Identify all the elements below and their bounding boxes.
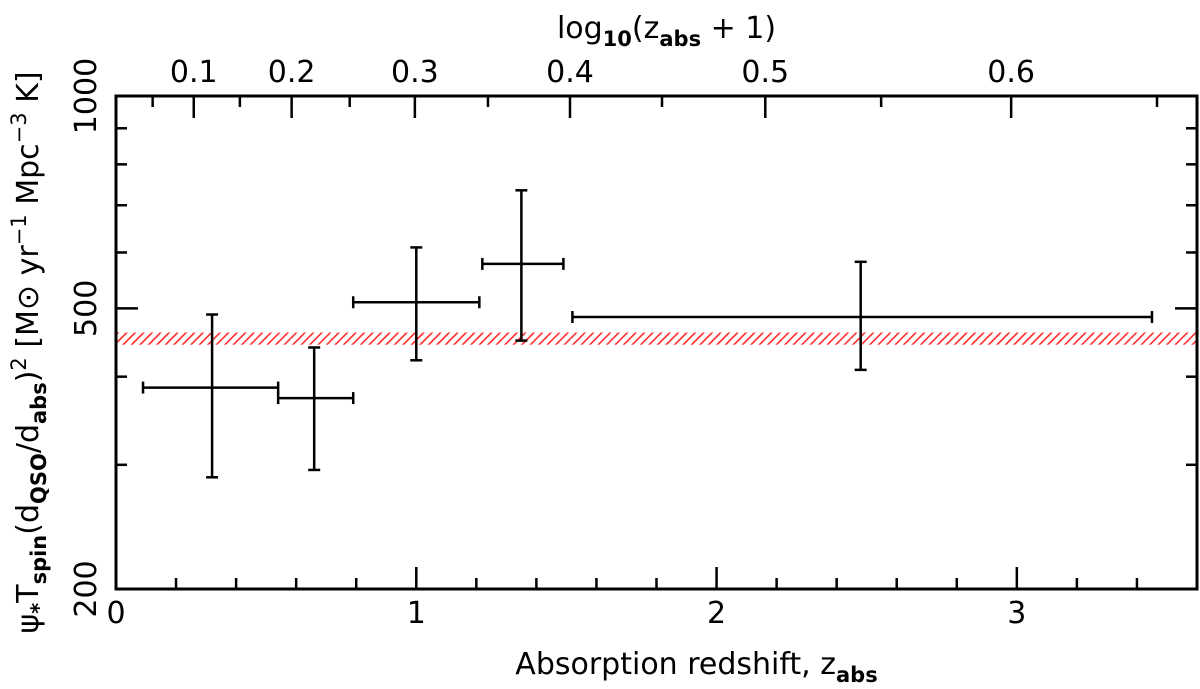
hatched-band <box>116 332 1197 345</box>
data-point <box>276 346 355 472</box>
x-tick-label: 3 <box>1007 596 1026 631</box>
top-tick-label: 0.3 <box>391 55 439 90</box>
x-tick-label: 2 <box>707 596 726 631</box>
data-point <box>141 313 280 479</box>
top-tick-label: 0.2 <box>268 55 316 90</box>
y-tick-label: 200 <box>69 560 104 617</box>
y-axis-title: ψ*Tspin(dQSO/dabs)2 [M⊙ yr−1 Mpc−3 K] <box>7 71 51 633</box>
top-tick-label: 0.6 <box>987 55 1035 90</box>
top-tick-label: 0.1 <box>170 55 218 90</box>
y-tick-label: 500 <box>69 280 104 337</box>
top-tick-label: 0.5 <box>741 55 789 90</box>
top-axis-title: log10(zabs + 1) <box>557 11 776 51</box>
x-axis-title: Absorption redshift, zabs <box>515 647 877 687</box>
x-tick-label: 0 <box>106 596 125 631</box>
plot-frame <box>114 94 1199 591</box>
top-tick-label: 0.4 <box>546 55 594 90</box>
y-tick-label: 1000 <box>69 58 104 134</box>
data-point <box>571 260 1154 372</box>
data-point <box>351 246 481 362</box>
data-point <box>481 189 565 342</box>
x-tick-label: 1 <box>407 596 426 631</box>
